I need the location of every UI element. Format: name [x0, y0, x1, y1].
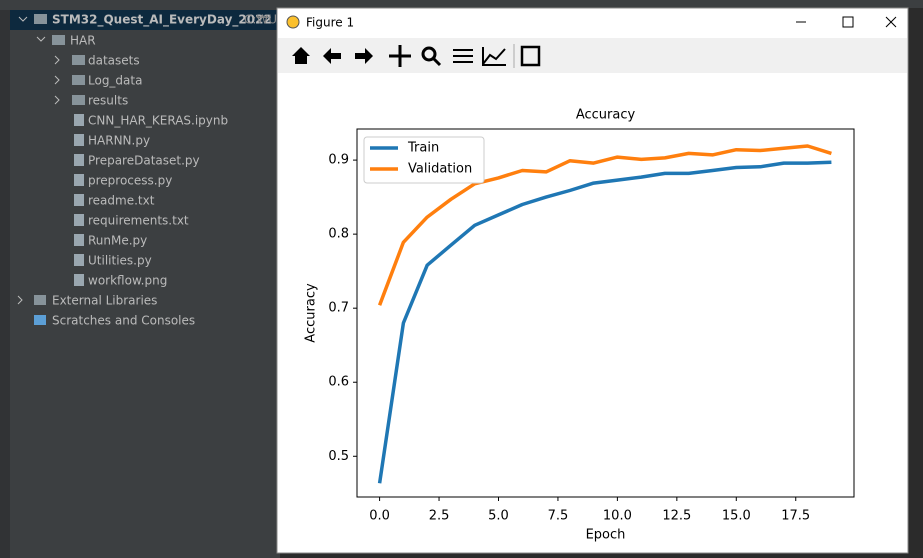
collapse-arrow	[54, 75, 60, 85]
y-tick-label: 0.6	[328, 375, 349, 390]
file-icon	[74, 274, 84, 286]
file-name: HARNN.py	[88, 134, 150, 148]
node-icon	[34, 315, 46, 325]
project-path: C:₩Us	[244, 13, 283, 27]
toolbar-icons	[292, 44, 541, 68]
title-bar	[278, 9, 907, 38]
x-axis-label: Epoch	[586, 528, 626, 543]
x-tick-label: 7.5	[548, 509, 569, 524]
legend-label: Validation	[408, 162, 472, 177]
project-root: STM32_Quest_AI_EveryDay_2022	[52, 13, 272, 28]
file-icon	[74, 194, 84, 206]
y-tick-label: 0.8	[328, 227, 349, 242]
node-icon	[34, 295, 46, 305]
file-name: preprocess.py	[88, 174, 172, 188]
file-name: Utilities.py	[88, 254, 152, 268]
chart: Accuracy Epoch Accuracy 0.0 2.5 5.0 7.5 10.0 12.…	[304, 108, 855, 543]
collapse-arrow	[17, 295, 23, 305]
y-tick-label: 0.9	[328, 153, 349, 168]
save-button[interactable]	[520, 45, 541, 67]
figure-window	[276, 7, 909, 554]
maximize-button[interactable]	[842, 16, 854, 28]
file-icon	[74, 174, 84, 186]
close-button[interactable]	[885, 16, 897, 28]
forward-button[interactable]	[355, 48, 373, 64]
x-tick-label: 12.5	[662, 509, 691, 524]
pan-button[interactable]	[389, 45, 411, 67]
tree-node: Scratches and Consoles	[52, 314, 195, 328]
axes-frame	[356, 128, 855, 498]
file-icon	[74, 114, 84, 126]
tree-node: External Libraries	[52, 294, 157, 308]
chart-title: Accuracy	[576, 108, 636, 123]
x-tick-label: 17.5	[781, 509, 810, 524]
file-name: requirements.txt	[88, 214, 189, 228]
series-line	[377, 144, 832, 306]
folder-name: HAR	[70, 34, 96, 48]
folder-name: datasets	[88, 54, 140, 68]
file-name: RunMe.py	[88, 234, 147, 248]
file-name: PrepareDataset.py	[88, 154, 200, 168]
file-icon	[74, 134, 84, 146]
x-tick-label: 0.0	[369, 509, 390, 524]
file-icon	[74, 254, 84, 266]
y-tick-label: 0.7	[328, 301, 349, 316]
file-icon	[74, 214, 84, 226]
folder-name: results	[88, 94, 128, 108]
window-title: Figure 1	[306, 16, 354, 30]
folder-name: Log_data	[88, 74, 142, 88]
toolbar	[278, 38, 907, 73]
folder-icon	[72, 75, 85, 85]
file-icon	[74, 154, 84, 166]
file-name: readme.txt	[88, 194, 155, 208]
file-icon	[74, 234, 84, 246]
folder-icon	[72, 95, 85, 105]
file-name: CNN_HAR_KERAS.ipynb	[88, 114, 228, 128]
folder-icon	[72, 55, 85, 65]
project-panel	[0, 0, 280, 558]
x-tick-label: 15.0	[722, 509, 751, 524]
tab-strip	[0, 0, 923, 8]
tool-stripe	[0, 10, 10, 558]
file-name: workflow.png	[88, 274, 167, 288]
expand-arrow	[36, 36, 46, 42]
series-line	[377, 160, 832, 484]
collapse-arrow	[54, 55, 60, 65]
zoom-handle	[431, 56, 442, 67]
y-tick-label: 0.5	[328, 449, 349, 464]
edit-axes-button[interactable]	[482, 47, 506, 66]
window-icon	[286, 15, 300, 29]
folder-icon	[52, 35, 65, 45]
y-axis-label: Accuracy	[304, 283, 319, 343]
back-button[interactable]	[323, 48, 341, 64]
configure-button[interactable]	[453, 49, 473, 63]
x-tick-label: 10.0	[603, 509, 632, 524]
expand-arrow	[18, 16, 28, 22]
x-tick-label: 5.0	[488, 509, 509, 524]
collapse-arrow	[54, 95, 60, 105]
selected-row	[10, 10, 280, 30]
x-tick-label: 2.5	[429, 509, 450, 524]
legend-label: Train	[407, 141, 439, 156]
zoom-button[interactable]	[421, 46, 437, 62]
folder-icon	[34, 14, 47, 24]
home-button[interactable]	[292, 47, 310, 64]
